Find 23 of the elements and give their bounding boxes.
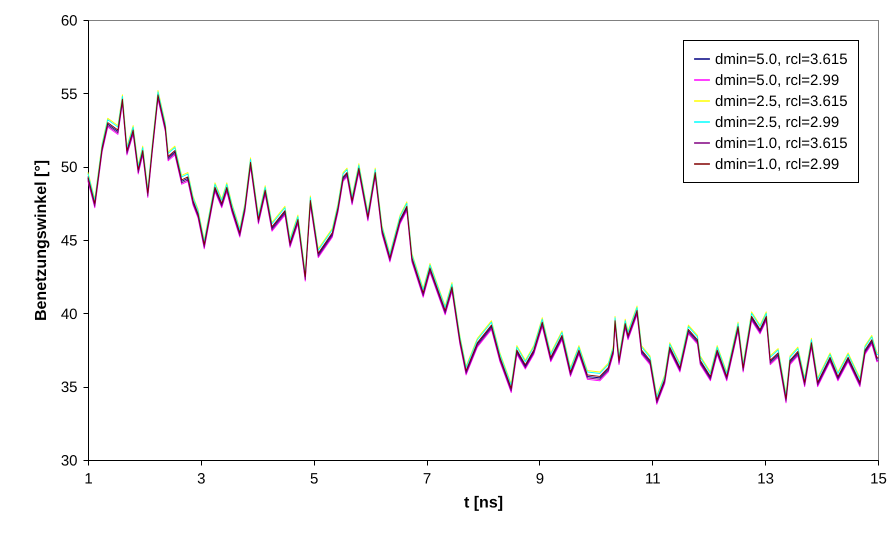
x-tick-label: 3 — [197, 470, 206, 488]
legend-label: dmin=1.0, rcl=3.615 — [715, 135, 848, 152]
x-tick-label: 13 — [757, 470, 774, 488]
x-tick-label: 5 — [310, 470, 318, 488]
legend-label: dmin=2.5, rcl=3.615 — [715, 93, 848, 110]
x-tick-label: 15 — [870, 470, 887, 488]
legend-label: dmin=5.0, rcl=3.615 — [715, 51, 848, 68]
legend-label: dmin=5.0, rcl=2.99 — [715, 72, 840, 89]
x-axis-title: t [ns] — [464, 494, 504, 512]
x-tick-label: 1 — [84, 470, 93, 488]
x-tick-label: 11 — [644, 470, 661, 488]
y-tick-label: 45 — [60, 232, 78, 250]
y-tick-label: 35 — [60, 379, 78, 396]
y-tick-label: 55 — [60, 86, 78, 103]
y-tick-label: 60 — [60, 12, 78, 30]
legend-label: dmin=1.0, rcl=2.99 — [715, 156, 840, 173]
x-tick-label: 9 — [536, 470, 544, 488]
y-tick-label: 50 — [60, 159, 78, 176]
x-tick-label: 7 — [422, 470, 432, 488]
y-tick-label: 30 — [60, 452, 78, 470]
legend-label: dmin=2.5, rcl=2.99 — [715, 114, 840, 131]
y-tick-label: 40 — [60, 306, 78, 323]
y-axis-title: Benetzungswinkel [°] — [32, 160, 50, 322]
